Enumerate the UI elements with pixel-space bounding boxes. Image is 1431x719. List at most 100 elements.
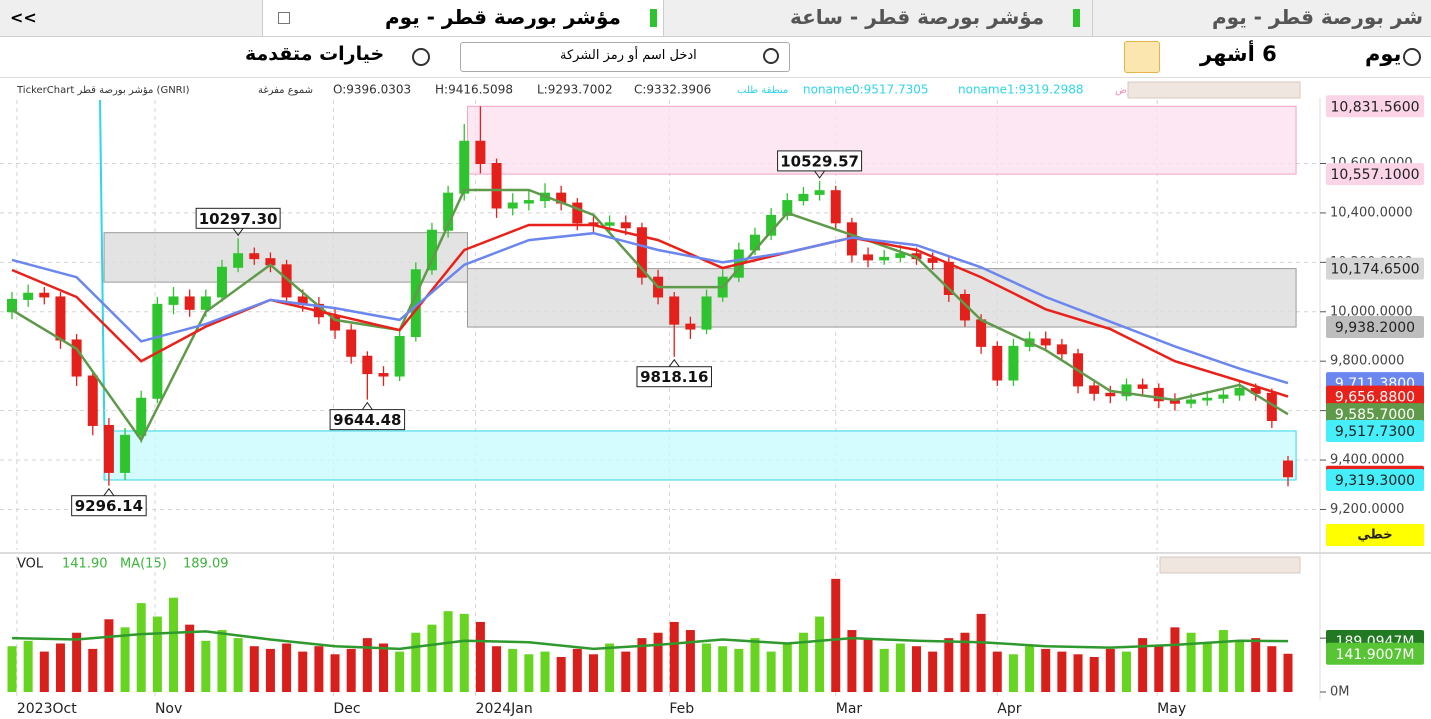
pane-controls[interactable] [1127,81,1301,99]
candle-body [636,227,647,278]
candle-body [1234,387,1245,396]
candle-body [879,256,890,261]
price-badge-label: 10,557.1000 [1330,167,1419,183]
annotation-pointer [814,170,826,179]
volume-bar [282,643,292,692]
volume-bar [55,643,65,692]
candle-body [798,193,809,202]
info-close: C:9332.3906 [634,83,711,97]
gear-icon[interactable] [412,48,430,66]
active-tab[interactable]: مؤشر بورصة قطر - يوم [385,5,621,29]
volume-bar [653,632,663,692]
candle-body [216,266,227,298]
candle-body [330,316,341,331]
search-placeholder[interactable]: ادخل اسم أو رمز الشركة [560,48,697,63]
second-tab[interactable]: مؤشر بورصة قطر - ساعة [790,5,1045,29]
line-type[interactable]: خطي [1357,528,1392,543]
zone [466,268,1297,328]
candle-body [184,296,195,310]
price-badge [1326,316,1424,339]
volume-bar [782,643,792,692]
volume-bar [685,630,695,692]
candle-body [394,335,405,377]
volume-bar [847,630,857,692]
third-tab[interactable]: شر بورصة قطر - يوم [1212,5,1424,29]
candle-body [1137,384,1148,389]
candle-body [200,296,211,310]
candle-body [136,397,147,436]
info-noname1: noname1:9319.2988 [958,83,1084,97]
active-tab-bg[interactable] [262,0,664,36]
candle-body [443,192,454,231]
volume-bar [1186,632,1196,692]
candle-body [1121,384,1132,397]
y-tick-label: 10,400.0000 [1330,205,1413,220]
tab-close[interactable] [278,12,290,24]
volume-bar [588,654,598,692]
volume-bar [1235,640,1245,692]
ma-line [11,223,1289,398]
search-icon[interactable] [763,48,779,64]
volume-bar [1073,654,1083,692]
volume-bar [1089,656,1099,692]
candle-body [669,296,680,325]
vol-value: 141.90 [62,557,108,572]
volume-bar [766,651,776,692]
annotation-pointer [668,358,680,368]
draw-tool[interactable] [1124,41,1160,73]
volume-bar [233,638,243,692]
volume-bar [185,624,195,692]
candle-body [572,202,583,224]
price-badge-label: 9,656.8800 [1335,390,1415,406]
candle-body [1218,394,1229,399]
candle-body [814,190,825,195]
volume-bar [217,630,227,692]
volume-pane-controls[interactable] [1159,556,1301,574]
volume-bar [750,638,760,692]
info-demand: منطقة طلب [737,85,788,96]
candle-body [71,339,82,377]
volume-bar [621,651,631,692]
volume-bar [1202,643,1212,692]
volume-bar [120,627,130,692]
annotation-label: 10297.30 [199,210,278,228]
volume-bar [556,656,566,692]
volume-bar [1138,638,1148,692]
volume-bar [443,611,453,692]
clock-icon[interactable] [1403,48,1421,66]
candle-body [830,190,841,224]
annotation-box [636,366,712,388]
volume-bar [104,619,114,692]
volume-bar [152,616,162,692]
line-type-badge[interactable] [1326,524,1424,546]
tabs-back[interactable]: << [10,8,37,27]
volume-bar [88,648,98,692]
candle-body [863,254,874,261]
candle-body [459,140,470,194]
annotation-label: 10529.57 [780,152,859,170]
volume-bar [136,603,146,692]
candle-body [87,375,98,426]
candle-body [1089,385,1100,394]
annotation-label: 9818.16 [640,368,708,386]
volume-bar [330,654,340,692]
advanced-options[interactable]: خيارات متقدمة [245,43,385,65]
tab-bar: << مؤشر بورصة قطر - يوم مؤشر بورصة قطر -… [0,0,1431,37]
info-high: H:9416.5098 [435,83,513,97]
price-badge [1326,403,1424,426]
info-symbol: TickerChart مؤشر بورصة قطر (GNRI) [16,85,190,96]
y-tick-label: 9,200.0000 [1330,502,1404,517]
annotation-pointer [361,401,373,410]
y-tick-label: 9,800.0000 [1330,354,1404,369]
search-box[interactable] [460,42,790,72]
volume-bar [912,646,922,692]
candle-body [55,296,66,341]
x-tick-label: 2024Jan [476,701,533,717]
info-open: O:9396.0303 [333,83,411,97]
interval[interactable]: يوم [1365,42,1402,66]
period[interactable]: 6 أشهر [1200,42,1277,66]
volume-bar [378,643,388,692]
candle-body [39,292,50,298]
tab-marker [650,9,657,27]
volume-bar [863,638,873,692]
